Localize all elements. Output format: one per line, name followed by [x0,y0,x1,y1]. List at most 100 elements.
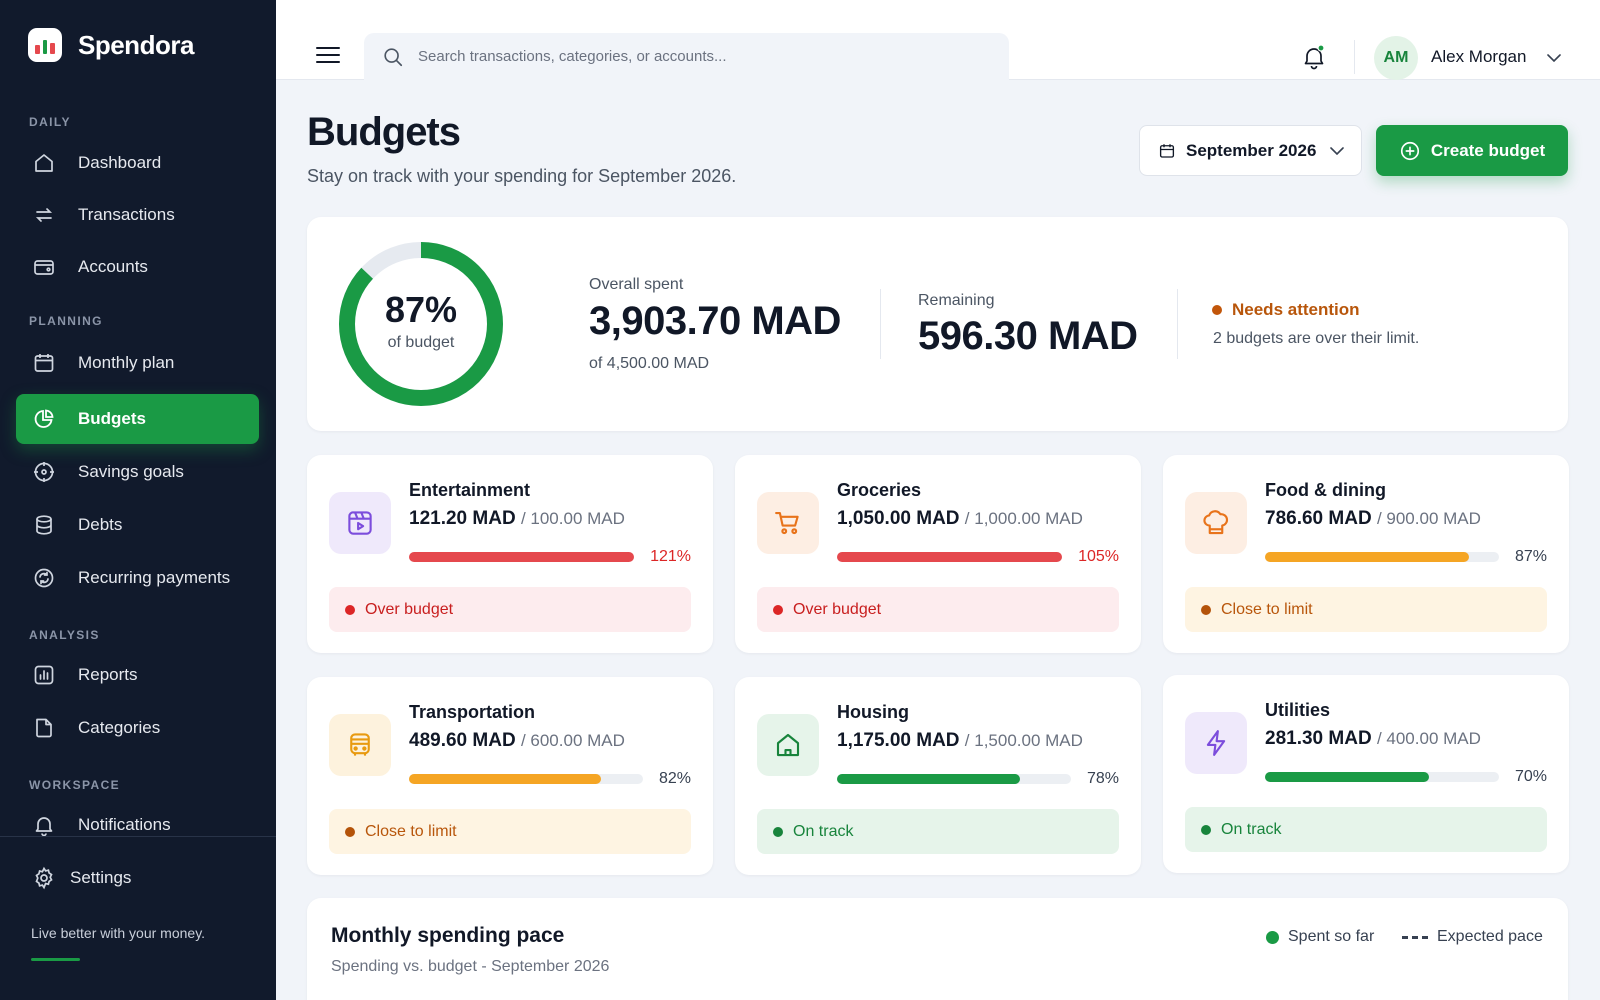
sidebar-item-accounts[interactable]: Accounts [16,242,259,292]
house-icon [773,730,803,760]
target-icon [34,462,54,482]
plus-circle-icon [1400,141,1419,160]
pie-chart-icon [34,409,54,428]
gear-icon [35,866,53,890]
summary-divider [1177,289,1178,359]
category-icon [1185,712,1247,774]
chef-hat-icon [1201,508,1231,538]
status-label: Over budget [793,600,882,618]
section-label-daily: DAILY [29,115,71,129]
status-dot [345,604,355,615]
sidebar-item-label: Settings [70,868,132,887]
overall-spent-label: Overall spent [589,276,684,293]
sidebar-item-categories[interactable]: Categories [16,703,259,753]
status-dot [1201,824,1211,835]
budget-progress-track [837,774,1071,784]
budget-progress-track [409,552,634,562]
budget-summary-card: 87% of budget Overall spent 3,903.70 MAD… [307,217,1568,431]
status-dot [773,826,783,837]
app-logo[interactable]: Spendora [28,28,194,62]
page-title: Budgets [307,110,461,154]
budget-limit: / 900.00 MAD [1376,509,1481,528]
budget-amount: 786.60 MAD / 900.00 MAD [1265,508,1481,530]
section-label-planning: PLANNING [29,314,103,328]
month-label: September 2026 [1186,140,1317,160]
wallet-icon [34,260,54,275]
attention-title-text: Needs attention [1232,300,1360,319]
transfer-icon [35,208,53,222]
create-budget-button[interactable]: Create budget [1376,125,1568,176]
user-name[interactable]: Alex Morgan [1431,47,1527,66]
chevron-down-icon[interactable] [1547,54,1561,62]
sidebar-item-recurring-payments[interactable]: Recurring payments [16,553,259,603]
legend-expected-label: Expected pace [1437,928,1543,945]
status-badge: Close to limit [329,809,691,854]
budget-card[interactable]: Groceries 1,050.00 MAD / 1,000.00 MAD 105%… [735,455,1141,653]
budget-card[interactable]: Transportation 489.60 MAD / 600.00 MAD 82%… [307,677,713,875]
budget-card[interactable]: Entertainment 121.20 MAD / 100.00 MAD 121%… [307,455,713,653]
attention-dot [1212,305,1222,315]
budget-name: Housing [837,702,909,722]
legend-spent-marker [1266,930,1279,944]
logo-icon [28,28,62,62]
search-input[interactable]: Search transactions, categories, or acco… [418,48,727,65]
sidebar-item-savings-goals[interactable]: Savings goals [16,447,259,497]
sidebar-item-dashboard[interactable]: Dashboard [16,138,259,188]
sidebar-item-label: Categories [78,718,161,737]
status-badge: Over budget [757,587,1119,632]
pace-subtitle: Spending vs. budget - September 2026 [331,958,610,975]
budget-limit: / 100.00 MAD [520,509,625,528]
sidebar-item-label: Transactions [78,205,175,224]
sidebar-item-notifications[interactable]: Notifications [16,800,259,850]
calendar-icon [34,354,54,372]
budget-card[interactable]: Housing 1,175.00 MAD / 1,500.00 MAD 78% On … [735,677,1141,875]
notification-bell-icon[interactable] [1302,44,1326,70]
home-icon [35,154,53,172]
summary-percent-caption: of budget [387,334,455,351]
status-label: On track [1221,820,1282,838]
sidebar-item-budgets[interactable]: Budgets [16,394,259,444]
status-badge: On track [757,809,1119,854]
pace-title: Monthly spending pace [331,924,565,947]
bar-chart-icon [34,665,54,685]
month-selector[interactable]: September 2026 [1139,125,1362,176]
budget-percent: 121% [650,548,691,565]
calendar-icon [1159,143,1175,158]
sidebar: Spendora DAILY Dashboard Transactions Ac… [0,0,276,1000]
summary-divider [880,289,881,359]
folder-icon [36,718,52,738]
budget-limit: / 1,500.00 MAD [964,731,1083,750]
budget-amount: 1,050.00 MAD / 1,000.00 MAD [837,508,1083,530]
status-badge: On track [1185,807,1547,852]
sidebar-item-label: Debts [78,515,123,534]
topbar-divider [1354,40,1355,74]
lightning-icon [1201,728,1231,758]
create-budget-label: Create budget [1430,140,1546,160]
coins-icon [36,515,52,535]
legend-expected-marker [1402,935,1428,939]
legend-expected: Expected pace [1402,928,1543,946]
budget-name: Food & dining [1265,480,1386,500]
bell-icon [35,817,53,837]
budget-spent: 786.60 MAD [1265,508,1372,529]
sidebar-divider [0,836,276,837]
status-label: Close to limit [1221,600,1313,618]
sidebar-item-label: Notifications [78,815,171,834]
budget-limit: / 1,000.00 MAD [964,509,1083,528]
sidebar-item-transactions[interactable]: Transactions [16,190,259,240]
sidebar-item-settings[interactable]: Settings [16,853,259,903]
budget-name: Utilities [1265,700,1331,720]
sidebar-item-monthly-plan[interactable]: Monthly plan [16,338,259,388]
budget-progress-track [1265,772,1499,782]
search-bar[interactable]: Search transactions, categories, or acco… [364,33,1009,80]
sidebar-item-reports[interactable]: Reports [16,650,259,700]
overall-budget-total: of 4,500.00 MAD [589,355,710,372]
section-label-workspace: WORKSPACE [29,778,121,792]
avatar[interactable]: AM [1374,36,1418,80]
budget-card[interactable]: Food & dining 786.60 MAD / 900.00 MAD 87% C… [1163,455,1569,653]
menu-icon[interactable] [316,46,340,64]
sidebar-item-debts[interactable]: Debts [16,500,259,550]
donut-progress [339,242,503,406]
budget-card[interactable]: Utilities 281.30 MAD / 400.00 MAD 70% On tr… [1163,675,1569,873]
budget-progress-fill [409,774,601,784]
